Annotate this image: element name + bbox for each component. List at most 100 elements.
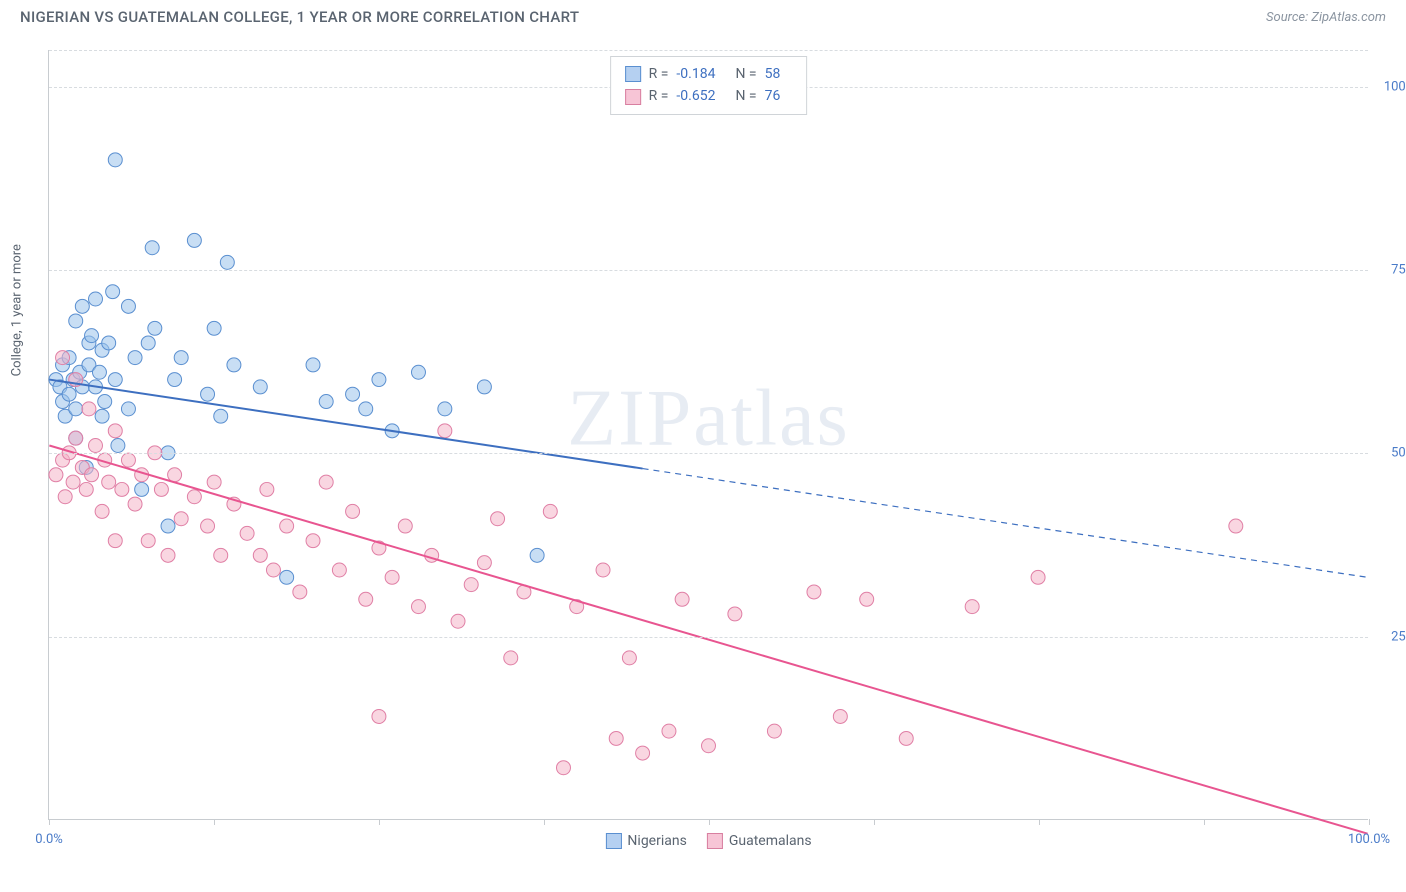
n-value-guatemalans: 76: [765, 85, 793, 107]
legend-item-nigerians: Nigerians: [605, 833, 686, 849]
legend-row-nigerians: R = -0.184 N = 58: [625, 63, 793, 85]
data-point: [85, 468, 99, 482]
data-point: [438, 402, 452, 416]
source-attribution: Source: ZipAtlas.com: [1266, 10, 1386, 25]
x-tick: [709, 819, 710, 825]
data-point: [174, 512, 188, 526]
data-point: [220, 255, 234, 269]
data-point: [504, 651, 518, 665]
data-point: [207, 475, 221, 489]
data-point: [154, 482, 168, 496]
data-point: [89, 292, 103, 306]
swatch-pink-icon: [707, 833, 723, 849]
data-point: [66, 475, 80, 489]
data-point: [306, 358, 320, 372]
legend-row-guatemalans: R = -0.652 N = 76: [625, 85, 793, 107]
x-tick: [214, 819, 215, 825]
data-point: [98, 395, 112, 409]
data-point: [596, 563, 610, 577]
data-point: [899, 731, 913, 745]
data-point: [260, 482, 274, 496]
data-point: [174, 351, 188, 365]
data-point: [609, 731, 623, 745]
data-point: [108, 534, 122, 548]
data-point: [85, 329, 99, 343]
data-point: [187, 233, 201, 247]
swatch-blue-icon: [625, 66, 641, 82]
x-tick: [49, 819, 50, 825]
data-point: [477, 380, 491, 394]
data-point: [622, 651, 636, 665]
data-point: [111, 438, 125, 452]
data-point: [214, 409, 228, 423]
r-value-guatemalans: -0.652: [676, 85, 727, 107]
data-point: [201, 519, 215, 533]
data-point: [280, 519, 294, 533]
data-point: [187, 490, 201, 504]
trend-line: [49, 445, 1367, 833]
swatch-pink-icon: [625, 89, 641, 105]
trend-line-extrapolated: [643, 469, 1368, 578]
data-point: [833, 709, 847, 723]
data-point: [141, 534, 155, 548]
data-point: [115, 482, 129, 496]
x-tick: [1039, 819, 1040, 825]
data-point: [266, 563, 280, 577]
gridline: [49, 270, 1368, 271]
data-point: [767, 724, 781, 738]
data-point: [372, 709, 386, 723]
data-point: [168, 373, 182, 387]
data-point: [161, 548, 175, 562]
data-point: [464, 578, 478, 592]
data-point: [49, 468, 63, 482]
x-tick-label: 100.0%: [1348, 832, 1390, 847]
gridline: [49, 50, 1368, 51]
data-point: [319, 395, 333, 409]
data-point: [108, 153, 122, 167]
data-point: [227, 358, 241, 372]
data-point: [141, 336, 155, 350]
data-point: [398, 519, 412, 533]
data-point: [359, 592, 373, 606]
n-value-nigerians: 58: [765, 63, 793, 85]
data-point: [636, 746, 650, 760]
data-point: [965, 600, 979, 614]
x-tick: [379, 819, 380, 825]
data-point: [728, 607, 742, 621]
data-point: [860, 592, 874, 606]
data-point: [438, 424, 452, 438]
data-point: [477, 556, 491, 570]
chart-title: NIGERIAN VS GUATEMALAN COLLEGE, 1 YEAR O…: [20, 8, 579, 26]
data-point: [543, 504, 557, 518]
data-point: [168, 468, 182, 482]
data-point: [411, 365, 425, 379]
data-point: [69, 402, 83, 416]
chart-plot-area: College, 1 year or more ZIPatlas R = -0.…: [48, 50, 1368, 820]
data-point: [359, 402, 373, 416]
data-point: [102, 475, 116, 489]
swatch-blue-icon: [605, 833, 621, 849]
data-point: [95, 409, 109, 423]
data-point: [372, 373, 386, 387]
data-point: [62, 387, 76, 401]
data-point: [121, 299, 135, 313]
data-point: [135, 482, 149, 496]
data-point: [108, 424, 122, 438]
y-tick-label: 100.0%: [1384, 79, 1406, 94]
data-point: [148, 321, 162, 335]
data-point: [346, 504, 360, 518]
data-point: [332, 563, 346, 577]
data-point: [530, 548, 544, 562]
data-point: [346, 387, 360, 401]
x-tick: [1369, 819, 1370, 825]
data-point: [201, 387, 215, 401]
data-point: [556, 761, 570, 775]
data-point: [1031, 570, 1045, 584]
data-point: [207, 321, 221, 335]
data-point: [411, 600, 425, 614]
data-point: [79, 482, 93, 496]
r-value-nigerians: -0.184: [676, 63, 727, 85]
data-point: [662, 724, 676, 738]
data-point: [108, 373, 122, 387]
data-point: [69, 314, 83, 328]
